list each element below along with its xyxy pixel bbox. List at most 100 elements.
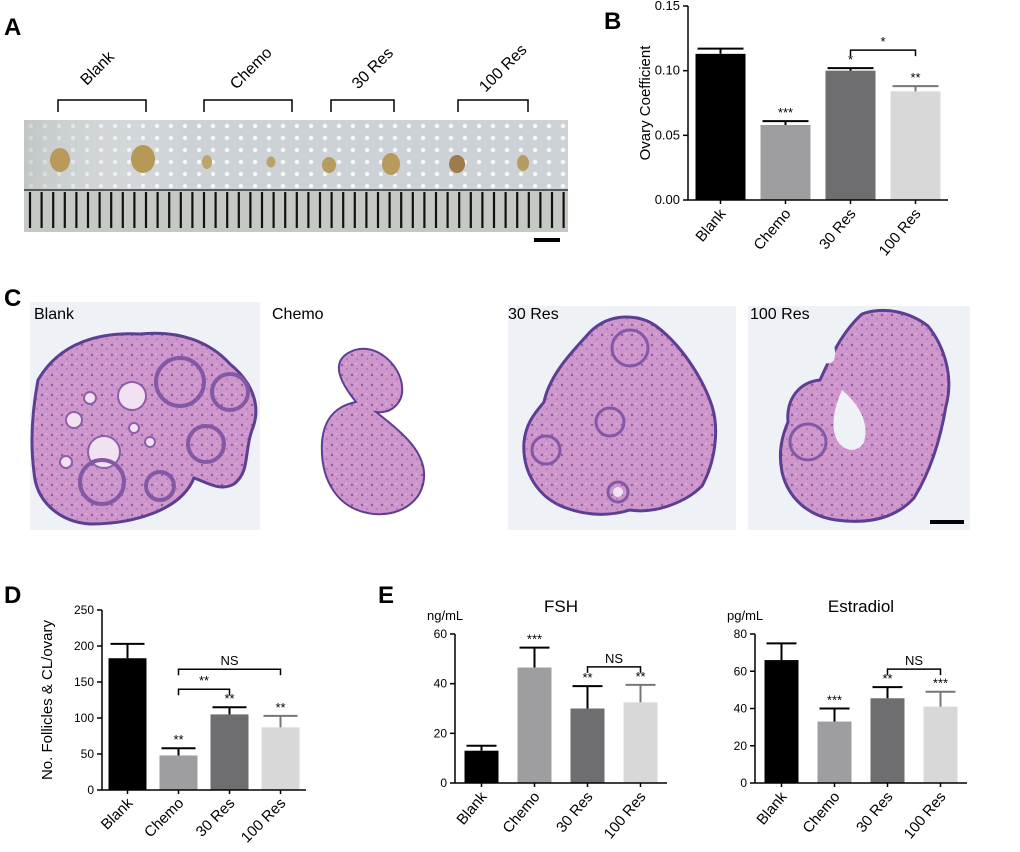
bar-3 <box>890 91 941 200</box>
significance-bracket <box>177 688 231 696</box>
significance-bracket <box>586 666 642 673</box>
panel-c: Blank Chemo 30 Res 100 Res <box>30 302 1005 532</box>
bracket-chemo <box>203 99 293 112</box>
sig-label-3: *** <box>933 676 948 691</box>
chart-title: FSH <box>544 597 578 616</box>
y-axis-label: Ovary Coefficient <box>637 45 654 161</box>
y-tick-label: 0 <box>440 776 447 790</box>
x-tick-label: 30 Res <box>853 789 897 836</box>
y-tick-label: 150 <box>74 675 94 689</box>
bracket-100res <box>457 99 529 112</box>
unit-label: pg/mL <box>727 608 763 623</box>
sig-label-3: ** <box>910 70 920 85</box>
x-tick-label: Chemo <box>141 795 187 841</box>
panel-letter-c: C <box>4 285 22 312</box>
x-tick-label: 100 Res <box>876 206 925 260</box>
significance-bracket <box>849 49 917 57</box>
bar-1 <box>760 124 811 200</box>
histology-100res <box>748 306 970 530</box>
panel-a: Blank Chemo 30 Res 100 Res <box>18 30 578 245</box>
panel-letter-a: A <box>4 14 22 41</box>
x-tick-label: Chemo <box>799 789 843 837</box>
y-tick-label: 0 <box>87 783 94 797</box>
bar-0 <box>108 658 147 790</box>
sig-label-2: ** <box>882 671 892 686</box>
chart-title: Estradiol <box>828 597 894 616</box>
histology-images <box>30 302 970 530</box>
y-tick-label: 20 <box>734 739 748 753</box>
histology-label-chemo: Chemo <box>272 306 324 323</box>
x-tick-label: Blank <box>98 794 137 833</box>
x-tick-label: 100 Res <box>901 789 950 843</box>
chart-d: No. Follicles & CL/ovary ** ** ** 0 50 100 150 2… <box>39 603 306 847</box>
bracket-30res <box>330 99 395 112</box>
x-tick-label: Blank <box>753 788 790 828</box>
sig-label-2: ** <box>224 691 234 706</box>
unit-label: ng/mL <box>427 608 463 623</box>
scale-bar-c <box>930 520 964 524</box>
x-tick-label: 30 Res <box>816 206 860 253</box>
chart-b: Ovary Coefficient ******0.000.050.100.15B… <box>637 0 948 260</box>
y-tick-label: 20 <box>434 726 448 740</box>
x-tick-label: Chemo <box>499 789 543 837</box>
y-tick-label: 0.10 <box>655 63 680 78</box>
scale-bar-a <box>534 238 560 242</box>
y-tick-label: 0.05 <box>655 127 680 142</box>
bar-0 <box>464 750 499 783</box>
ovary-photo <box>24 120 568 232</box>
sig-label-2: * <box>848 52 853 67</box>
bar-3 <box>623 702 658 783</box>
significance-bracket-label: * <box>880 34 885 49</box>
y-tick-label: 0 <box>740 776 747 790</box>
sig-label-2: ** <box>582 670 592 685</box>
ovary-blank-1 <box>50 148 70 172</box>
significance-bracket <box>886 668 942 676</box>
ovary-chemo-2 <box>266 156 276 168</box>
panel-letter-e: E <box>378 582 395 609</box>
x-tick-label: Blank <box>453 788 490 828</box>
histology-blank <box>30 302 260 530</box>
y-tick-label: 40 <box>434 677 448 691</box>
y-tick-label: 60 <box>734 664 748 678</box>
significance-bracket-label: ** <box>199 673 209 688</box>
bar-3 <box>923 706 958 783</box>
bar-3 <box>261 727 300 790</box>
sig-label-1: *** <box>827 693 842 708</box>
x-tick-label: 100 Res <box>601 789 650 843</box>
y-tick-label: 40 <box>734 702 748 716</box>
y-tick-label: 200 <box>74 639 94 653</box>
bar-2 <box>870 698 905 783</box>
bar-1 <box>817 721 852 783</box>
y-tick-label: 100 <box>74 711 94 725</box>
y-tick-label: 50 <box>81 747 95 761</box>
bar-0 <box>695 53 746 200</box>
x-tick-label: Chemo <box>750 206 794 254</box>
y-tick-label: 80 <box>734 627 748 641</box>
group-brackets <box>57 99 529 112</box>
significance-bracket-label: NS <box>905 653 923 668</box>
significance-bracket <box>177 668 282 676</box>
histology-label-30res: 30 Res <box>508 306 559 323</box>
x-tick-label: 30 Res <box>553 789 597 836</box>
y-axis-label: No. Follicles & CL/ovary <box>39 619 56 780</box>
sig-label-1: *** <box>527 632 542 647</box>
ovary-blank-2 <box>131 145 155 173</box>
bar-1 <box>517 667 552 783</box>
sig-label-3: ** <box>635 669 645 684</box>
histology-label-blank: Blank <box>34 306 75 323</box>
ovary-100res-2 <box>517 155 529 171</box>
x-tick-label: 100 Res <box>238 795 290 847</box>
histology-label-100res: 100 Res <box>750 306 810 323</box>
bar-2 <box>825 70 876 201</box>
bar-0 <box>764 660 799 783</box>
ovary-30res-1 <box>322 157 336 173</box>
ovary-100res-1 <box>449 155 465 173</box>
y-tick-label: 0.00 <box>655 192 680 207</box>
significance-bracket-label: NS <box>605 651 623 666</box>
bar-2 <box>210 714 249 790</box>
bracket-blank <box>57 99 147 112</box>
bar-2 <box>570 708 605 783</box>
significance-bracket-label: NS <box>220 653 238 668</box>
